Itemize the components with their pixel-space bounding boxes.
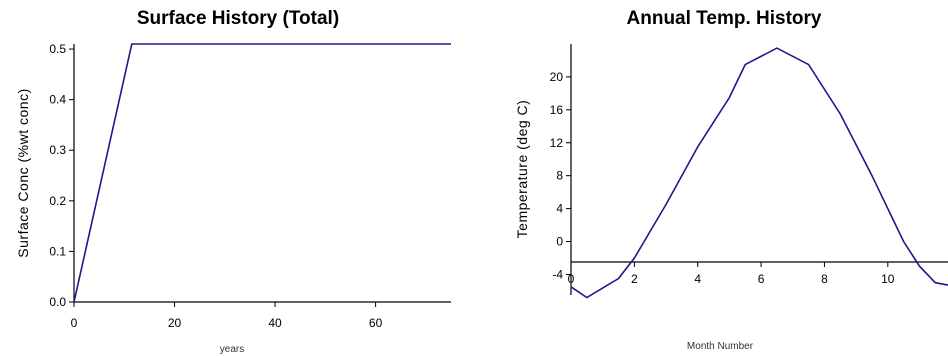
y-tick-label: 20 bbox=[550, 70, 564, 84]
x-tick-label: 2 bbox=[631, 272, 638, 286]
x-tick-label: 10 bbox=[881, 272, 895, 286]
y-tick-label: 0 bbox=[556, 235, 563, 249]
x-tick-label: 6 bbox=[758, 272, 765, 286]
y-tick-label: 4 bbox=[556, 202, 563, 216]
chart-surface-history: Surface History (Total) 0.0 0.1 0.2 0.3 0.4 0.… bbox=[15, 8, 451, 355]
x-tick-label: 4 bbox=[694, 272, 701, 286]
x-axis-label: Month Number bbox=[687, 341, 754, 352]
y-axis-label: Temperature (deg C) bbox=[514, 100, 530, 239]
y-tick-label: 0.0 bbox=[49, 295, 66, 309]
chart-title: Annual Temp. History bbox=[627, 8, 822, 29]
y-tick-label: 0.4 bbox=[49, 93, 66, 107]
y-tick-label: 12 bbox=[550, 136, 564, 150]
series-line bbox=[570, 47, 948, 299]
chart-annual-temp-history: Annual Temp. History -4 0 4 8 12 16 20 0 2 4 6 8 10 Mo… bbox=[514, 8, 948, 352]
x-tick-label: 40 bbox=[268, 316, 282, 330]
x-tick-label: 0 bbox=[568, 272, 575, 286]
x-tick-label: 60 bbox=[369, 316, 383, 330]
y-tick-label: -4 bbox=[552, 267, 563, 281]
y-tick-label: 0.3 bbox=[49, 143, 66, 157]
y-tick-label: 16 bbox=[550, 103, 564, 117]
chart-title: Surface History (Total) bbox=[137, 8, 339, 29]
y-tick-label: 0.2 bbox=[49, 194, 66, 208]
y-tick-label: 0.5 bbox=[49, 42, 66, 56]
y-tick-label: 8 bbox=[556, 169, 563, 183]
x-tick-label: 20 bbox=[168, 316, 182, 330]
y-tick-label: 0.1 bbox=[49, 244, 66, 258]
y-axis-label: Surface Conc (%wt conc) bbox=[15, 88, 31, 257]
series-line bbox=[73, 43, 451, 303]
x-tick-label: 8 bbox=[821, 272, 828, 286]
x-tick-label: 0 bbox=[71, 316, 78, 330]
x-axis-label: years bbox=[220, 344, 244, 355]
